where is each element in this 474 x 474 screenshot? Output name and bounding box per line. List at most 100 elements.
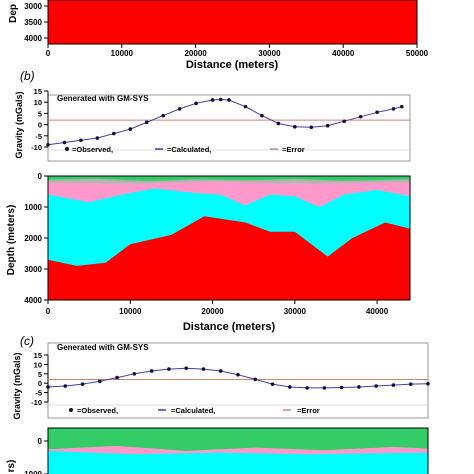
observed-point	[253, 377, 258, 382]
y-tick-label: 0	[38, 121, 42, 130]
x-tick-label: 40000	[366, 307, 389, 316]
y-tick-label: -10	[31, 143, 42, 152]
observed-point	[309, 125, 314, 130]
legend-calculated-label: =Calculated,	[171, 406, 215, 415]
observed-point	[62, 140, 67, 145]
panel-a-xlabel: Distance (meters)	[186, 59, 279, 71]
observed-point	[358, 114, 363, 119]
x-tick-label: 0	[46, 49, 51, 58]
panel-b-gravity-yticks: 15 10 5 0 -5 -10	[31, 87, 49, 152]
panel-c: (c) Generated with GM-SYS Gravity (mGals…	[6, 334, 430, 474]
legend-observed-marker	[65, 147, 69, 151]
panel-c-legend: =Observed, =Calculated, =Error	[69, 406, 320, 415]
observed-point	[115, 375, 119, 380]
x-tick-label: 10000	[119, 307, 142, 316]
basement-layer	[48, 216, 410, 300]
y-tick-label: -5	[35, 132, 42, 141]
observed-point	[79, 138, 83, 143]
observed-point	[426, 381, 430, 386]
y-tick-label: 3000	[24, 265, 42, 274]
panel-c-gravity-ylabel: Gravity (mGals)	[12, 352, 22, 419]
observed-point	[46, 142, 50, 147]
panel-b-legend: =Observed, =Calculated, =Error	[65, 145, 305, 154]
observed-point	[391, 383, 396, 387]
observed-point	[399, 104, 404, 109]
panel-c-label: (c)	[20, 334, 34, 348]
x-tick-label: 40000	[332, 49, 355, 58]
section-frame	[47, 427, 429, 474]
legend-observed-label: =Observed,	[72, 145, 113, 154]
panel-a-basement	[48, 0, 417, 44]
observed-point	[374, 384, 378, 388]
panel-a-yticks: 3000 3500 4000	[24, 2, 48, 43]
y-tick-label: 10	[34, 98, 42, 107]
observed-point	[161, 113, 165, 118]
observed-point	[149, 369, 154, 373]
observed-point	[391, 107, 396, 111]
y-tick-label: -5	[35, 389, 42, 398]
legend-error-label: =Error	[297, 406, 320, 415]
panel-a-ylabel: Dep	[8, 4, 19, 23]
observed-point	[270, 382, 275, 386]
panel-b: (b) Generated with GM-SYS Gravity (mGals…	[6, 69, 411, 333]
observed-point	[305, 386, 309, 390]
legend-calculated-label: =Calculated,	[167, 145, 211, 154]
observed-point	[375, 110, 379, 115]
panel-b-section-xticks: 0 10000 20000 30000 40000	[46, 300, 389, 316]
y-tick-label: 15	[34, 351, 42, 360]
y-tick-label: 0	[38, 172, 43, 181]
observed-point	[177, 107, 182, 111]
observed-point	[236, 372, 240, 377]
observed-point	[218, 369, 223, 373]
y-tick-label: 2000	[24, 234, 42, 243]
y-tick-label: 4000	[24, 296, 42, 305]
panel-b-gravity-plot	[46, 97, 410, 147]
panel-c-banner: Generated with GM-SYS	[57, 343, 149, 352]
panel-c-section-yticks: 0 1000	[24, 437, 48, 474]
observed-point	[322, 386, 327, 390]
observed-point	[184, 366, 188, 370]
legend-observed-label: =Observed,	[77, 406, 118, 415]
panel-b-xlabel: Distance (meters)	[183, 321, 276, 333]
observed-point	[80, 382, 85, 386]
calculated-line	[47, 98, 402, 146]
panel-c-section-ylabel: rs)	[6, 460, 17, 473]
observed-point	[210, 98, 215, 102]
observed-point	[218, 97, 223, 102]
observed-point	[128, 127, 133, 131]
legend-error-label: =Error	[282, 145, 305, 154]
panel-b-section-yticks: 0 1000 2000 3000 4000	[24, 172, 48, 305]
panel-a-xticks: 0 10000 20000 30000 40000 50000	[46, 44, 429, 58]
observed-point	[63, 384, 68, 388]
observed-point	[260, 113, 264, 118]
observed-point	[325, 123, 330, 128]
x-tick-label: 30000	[258, 49, 281, 58]
observed-point	[194, 101, 198, 106]
legend-observed-marker	[69, 408, 73, 412]
y-tick-label: 0	[38, 437, 43, 446]
observed-point	[357, 385, 361, 389]
x-tick-label: 20000	[184, 49, 207, 58]
observed-point	[276, 121, 281, 126]
observed-point	[98, 379, 102, 384]
panel-b-banner: Generated with GM-SYS	[57, 94, 149, 103]
observed-point	[342, 119, 346, 124]
x-tick-label: 50000	[406, 49, 429, 58]
y-tick-label: 3000	[24, 2, 42, 11]
y-tick-label: 1000	[24, 203, 42, 212]
x-tick-label: 20000	[201, 307, 224, 316]
observed-point	[112, 131, 116, 136]
observed-point	[167, 367, 171, 371]
y-tick-label: 5	[38, 370, 42, 379]
y-tick-label: 10	[34, 360, 42, 369]
x-tick-label: 0	[46, 307, 51, 316]
observed-point	[144, 120, 149, 125]
y-tick-label: 3500	[24, 18, 42, 27]
y-tick-label: 1000	[24, 470, 42, 474]
x-tick-label: 30000	[284, 307, 307, 316]
observed-point	[201, 367, 206, 371]
observed-point	[339, 385, 344, 390]
panel-a: Dep 3000 3500 4000 0 10000 20000 30000 40000 50…	[8, 0, 429, 71]
